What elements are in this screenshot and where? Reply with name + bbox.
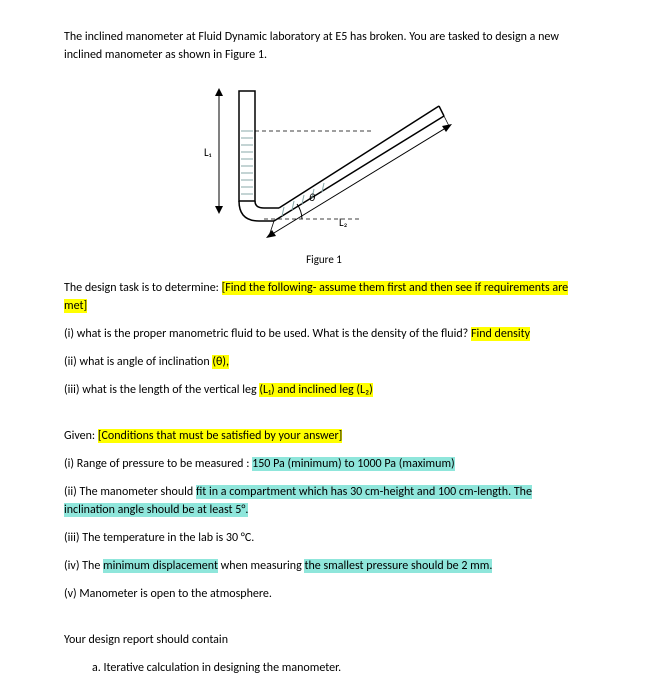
given-iv-pre: (iv) The — [64, 559, 103, 573]
task-iii-text: (iii) what is the length of the vertical… — [64, 383, 259, 397]
given-item-ii: (ii) The manometer should fit in a compa… — [64, 483, 584, 519]
task-i-highlight: Find density — [471, 327, 530, 341]
task-i-text: (i) what is the proper manometric fluid … — [64, 327, 471, 341]
task-item-i: (i) what is the proper manometric fluid … — [64, 325, 584, 343]
given-iv-mid: when measuring — [218, 559, 305, 573]
spacer — [64, 613, 584, 627]
given-ii-text: (ii) The manometer should — [64, 485, 196, 499]
spacer — [64, 409, 584, 423]
task-item-ii: (ii) what is angle of inclination (θ), — [64, 353, 584, 371]
given-i-text: (i) Range of pressure to be measured : — [64, 457, 252, 471]
given-item-i: (i) Range of pressure to be measured : 1… — [64, 455, 584, 473]
label-theta: θ — [309, 191, 315, 204]
given-highlight: [Conditions that must be satisfied by yo… — [98, 429, 343, 443]
given-item-iii: (iii) The temperature in the lab is 30 °… — [64, 529, 584, 547]
intro-paragraph: The inclined manometer at Fluid Dynamic … — [64, 28, 584, 64]
task-iii-highlight: (L₁) and inclined leg (L₂) — [259, 383, 372, 397]
report-heading: Your design report should contain — [64, 631, 584, 649]
given-item-v: (v) Manometer is open to the atmosphere. — [64, 585, 584, 603]
given-i-highlight: 150 Pa (minimum) to 1000 Pa (maximum) — [252, 457, 455, 471]
figure-1: L₁ — [64, 76, 584, 246]
task-item-iii: (iii) what is the length of the vertical… — [64, 381, 584, 399]
task-ii-highlight: (θ), — [212, 355, 229, 369]
label-l2: L₂ — [339, 216, 348, 229]
design-task-line: The design task is to determine: [Find t… — [64, 279, 584, 315]
label-l1: L₁ — [204, 146, 212, 159]
manometer-diagram: L₁ — [184, 76, 464, 246]
document-page: The inclined manometer at Fluid Dynamic … — [0, 0, 648, 677]
given-item-iv: (iv) The minimum displacement when measu… — [64, 557, 584, 575]
given-prefix: Given: — [64, 429, 98, 443]
report-item-a: a. Iterative calculation in designing th… — [92, 659, 584, 677]
figure-caption: Figure 1 — [64, 252, 584, 269]
task-ii-text: (ii) what is angle of inclination — [64, 355, 212, 369]
design-task-prefix: The design task is to determine: — [64, 281, 222, 295]
given-iv-hl1: minimum displacement — [103, 559, 218, 573]
given-line: Given: [Conditions that must be satisfie… — [64, 427, 584, 445]
given-iv-hl2: the smallest pressure should be 2 mm. — [304, 559, 492, 573]
